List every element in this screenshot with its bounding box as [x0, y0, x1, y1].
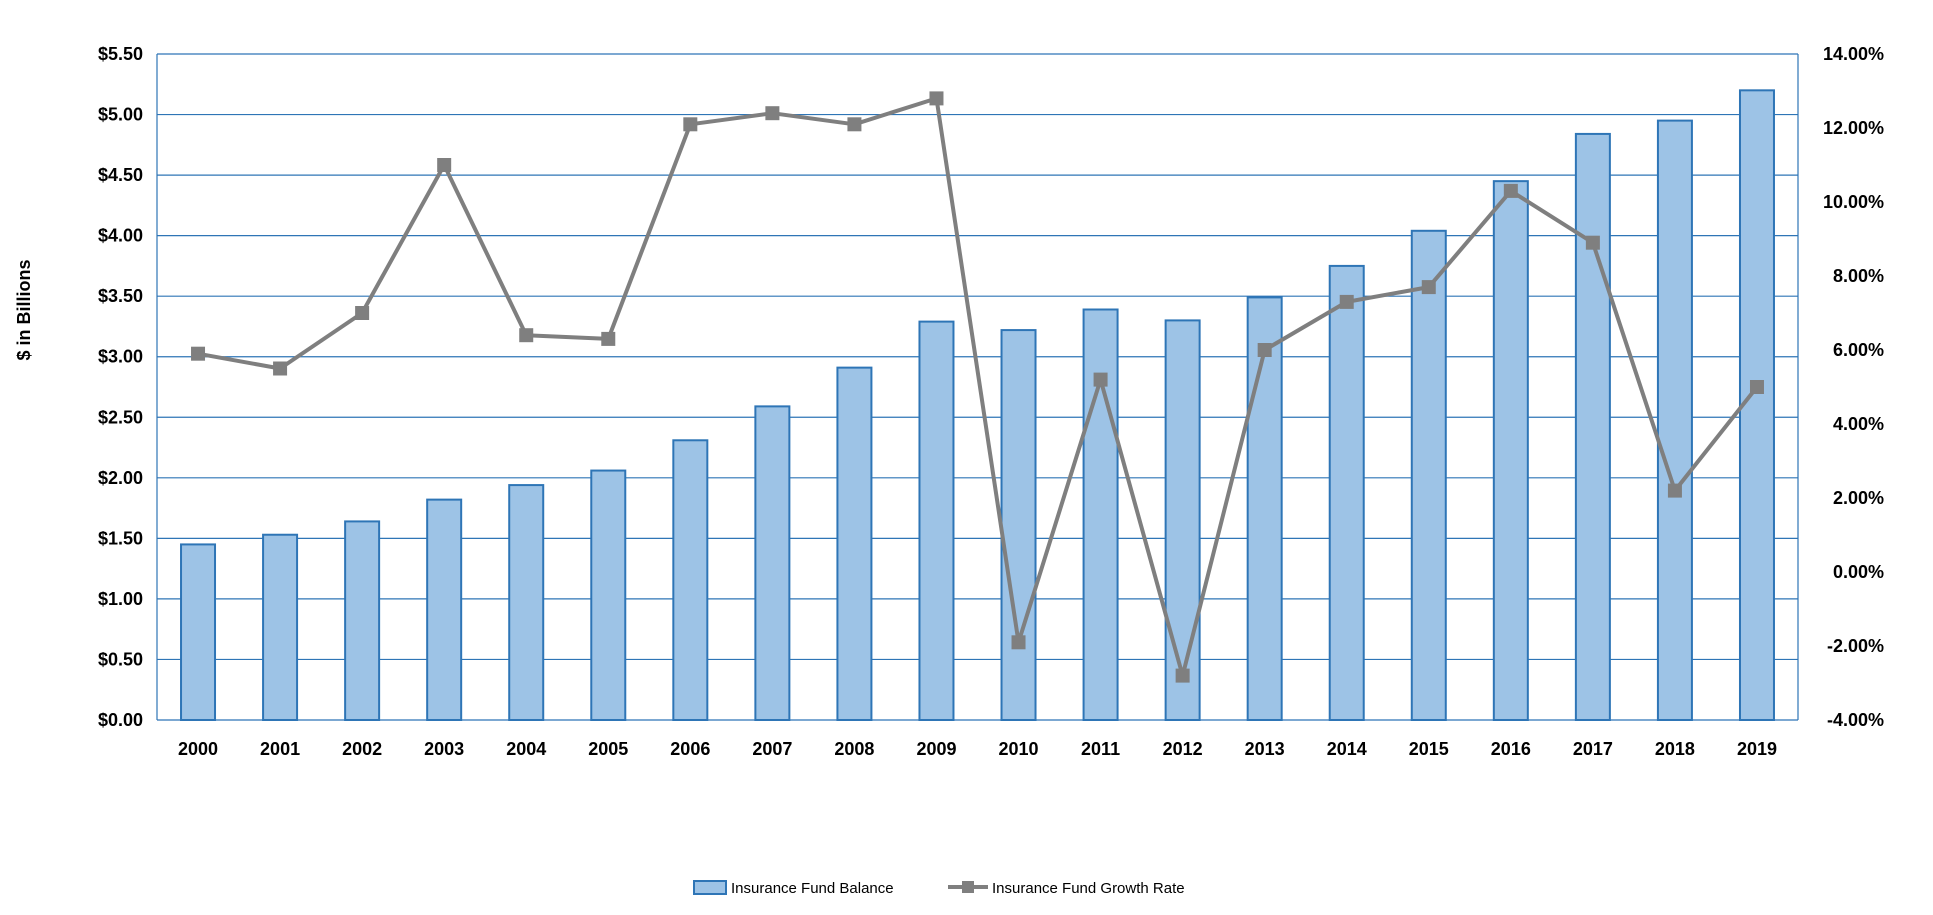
legend-label-balance: Insurance Fund Balance [731, 880, 894, 897]
gridlines [156, 53, 1799, 721]
bar-2013 [1246, 296, 1283, 721]
x-tick-label: 2004 [506, 739, 546, 759]
x-tick-label: 2003 [424, 739, 464, 759]
legend-label-growth: Insurance Fund Growth Rate [992, 880, 1185, 897]
y-tick-label: $1.00 [98, 589, 143, 609]
x-tick-label: 2017 [1573, 739, 1613, 759]
growth-marker-2018 [1667, 483, 1682, 498]
growth-marker-2013 [1257, 343, 1272, 357]
x-tick-label: 2010 [999, 739, 1039, 759]
x-tick-label: 2007 [752, 739, 792, 759]
y2-tick-label: 2.00% [1833, 488, 1884, 508]
x-tick-label: 2002 [342, 739, 382, 759]
y-tick-label: $4.50 [98, 165, 143, 185]
y-tick-label: $2.50 [98, 407, 143, 427]
y-axis-title: $ in Billions [14, 259, 34, 360]
legend-swatch-balance [693, 880, 727, 895]
growth-marker-2005 [601, 331, 616, 346]
growth-marker-2006 [683, 117, 698, 132]
x-tick-label: 2001 [260, 739, 300, 759]
bar-series [180, 89, 1775, 722]
x-tick-label: 2011 [1081, 739, 1120, 759]
bar-2017 [1574, 132, 1611, 722]
x-tick-label: 2008 [834, 739, 874, 759]
x-tick-label: 2006 [670, 739, 710, 759]
bar-2002 [344, 520, 381, 721]
bar-2009 [918, 320, 955, 721]
growth-rate-line [197, 96, 1759, 678]
growth-marker-2012 [1175, 668, 1190, 683]
y-tick-label: $3.50 [98, 286, 143, 306]
y2-tick-label: -4.00% [1827, 710, 1884, 730]
bar-2014 [1328, 264, 1365, 721]
growth-marker-2010 [1011, 635, 1026, 650]
y-tick-label: $3.00 [98, 347, 143, 367]
y2-tick-label: -2.00% [1827, 636, 1884, 656]
y-axis-ticks: $0.00 $0.50 $1.00 $1.50 $2.00 $2.50 $3.00 $3.50… [98, 44, 143, 730]
x-axis-ticks: 2000 2001 2002 2003 2004 2005 2006 2007 2008 2009… [178, 739, 1777, 759]
x-tick-label: 2009 [916, 739, 956, 759]
y-tick-label: $5.00 [98, 105, 143, 125]
y2-tick-label: 12.00% [1823, 118, 1884, 138]
line-series [191, 91, 1764, 683]
growth-marker-2015 [1421, 280, 1436, 295]
legend: Insurance Fund Balance Insurance Fund Gr… [693, 880, 1185, 897]
growth-marker-2000 [191, 346, 206, 361]
bar-2018 [1656, 119, 1693, 722]
growth-marker-2019 [1749, 380, 1764, 394]
bar-2004 [508, 484, 545, 722]
bar-2016 [1492, 180, 1529, 722]
bar-2010 [1000, 329, 1037, 721]
y2-tick-label: 4.00% [1833, 414, 1884, 434]
y-tick-label: $5.50 [98, 44, 143, 64]
y2-tick-label: 6.00% [1833, 340, 1884, 360]
x-tick-label: 2012 [1163, 739, 1203, 759]
growth-marker-2004 [519, 328, 534, 343]
growth-marker-2014 [1339, 294, 1354, 309]
x-tick-label: 2014 [1327, 739, 1367, 759]
legend-swatch-growth-marker [962, 881, 974, 893]
bar-2012 [1164, 319, 1201, 721]
growth-marker-2009 [929, 91, 944, 106]
y2-tick-label: 10.00% [1823, 192, 1884, 212]
bar-2019 [1738, 89, 1775, 721]
bar-2001 [262, 533, 299, 721]
y-tick-label: $1.50 [98, 528, 143, 548]
x-tick-label: 2018 [1655, 739, 1695, 759]
x-tick-label: 2013 [1245, 739, 1285, 759]
growth-marker-2017 [1585, 235, 1600, 250]
y2-axis-ticks: -4.00% -2.00% 0.00% 2.00% 4.00% 6.00% 8.00% 10.… [1823, 44, 1884, 730]
y-tick-label: $2.00 [98, 468, 143, 488]
growth-marker-2001 [273, 361, 288, 376]
bar-2008 [836, 366, 873, 721]
bar-2005 [590, 469, 627, 721]
growth-marker-2016 [1503, 183, 1518, 198]
y2-tick-label: 0.00% [1833, 562, 1884, 582]
y-tick-label: $0.50 [98, 649, 143, 669]
x-tick-label: 2005 [588, 739, 628, 759]
y-tick-label: $4.00 [98, 226, 143, 246]
y2-tick-label: 8.00% [1833, 266, 1884, 286]
bar-2007 [754, 405, 791, 721]
bar-2011 [1082, 308, 1119, 721]
x-tick-label: 2015 [1409, 739, 1449, 759]
x-tick-label: 2016 [1491, 739, 1531, 759]
bar-2006 [672, 439, 709, 721]
x-tick-label: 2019 [1737, 739, 1777, 759]
growth-marker-2007 [765, 106, 780, 121]
y-tick-label: $0.00 [98, 710, 143, 730]
bar-2003 [426, 498, 463, 721]
y2-tick-label: 14.00% [1823, 44, 1884, 64]
x-tick-label: 2000 [178, 739, 218, 759]
growth-marker-2003 [437, 158, 452, 172]
bar-2015 [1410, 229, 1447, 721]
growth-marker-2011 [1093, 372, 1108, 387]
growth-marker-2002 [355, 306, 370, 320]
growth-marker-2008 [847, 117, 862, 132]
bar-2000 [180, 543, 217, 721]
